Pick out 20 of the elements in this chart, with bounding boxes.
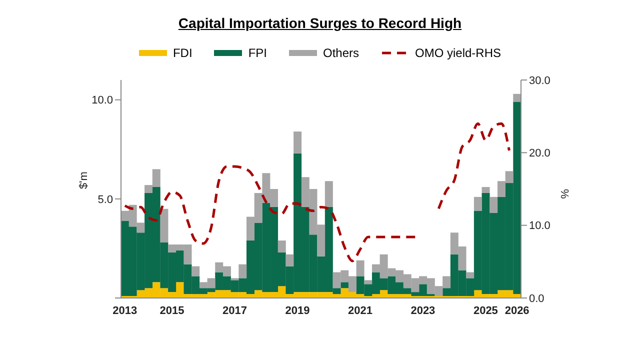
x-tick-label: 2021	[348, 304, 372, 317]
y2-tick-label: 0.0	[529, 292, 544, 305]
x-tick-label: 2017	[222, 304, 247, 317]
legend-label: FPI	[248, 46, 267, 60]
x-tick-label: 2015	[160, 304, 184, 317]
x-tick-label: 2019	[285, 304, 310, 317]
y-axis-title: $'m	[78, 172, 90, 189]
y2-axis-title: %	[558, 189, 570, 199]
y2-tick-label: 10.0	[529, 220, 550, 232]
x-tick-label: 2025	[473, 304, 498, 317]
y2-tick-label: 20.0	[529, 148, 550, 160]
y2-tick-label: 30.0	[529, 74, 550, 87]
legend-label: Others	[322, 46, 359, 60]
legend-label: OMO yield-RHS	[415, 46, 502, 60]
x-tick-label: 2023	[410, 304, 436, 317]
y-tick-label: 5.0	[98, 194, 113, 206]
x-tick-label: 2026	[504, 304, 530, 317]
x-tick-label: 2013	[112, 304, 138, 317]
legend-label: FDI	[172, 46, 192, 60]
chart-title: Capital Importation Surges to Record High	[177, 14, 463, 33]
